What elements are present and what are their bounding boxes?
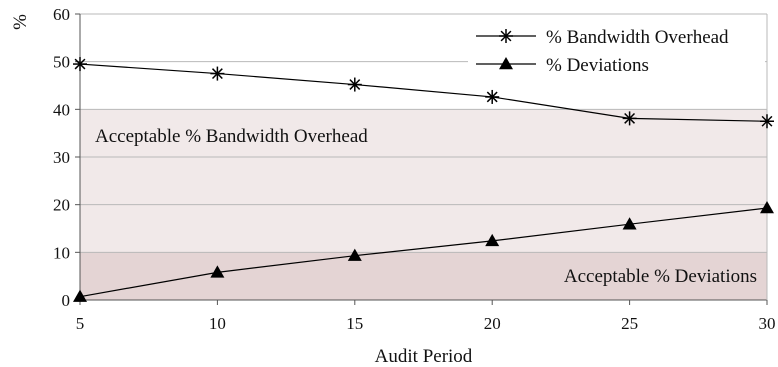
x-tick-label-10: 10: [209, 314, 226, 333]
x-tick-label-25: 25: [621, 314, 638, 333]
marker-stroke: [211, 68, 223, 80]
x-axis-label: Audit Period: [375, 346, 473, 367]
data-point-0-5: [760, 114, 774, 129]
gridlines: [80, 13, 767, 253]
legend-label-bandwidth: % Bandwidth Overhead: [546, 27, 729, 48]
band-label-bandwidth: Acceptable % Bandwidth Overhead: [95, 126, 368, 147]
marker-stroke: [761, 115, 773, 127]
data-point-1-4: [622, 217, 637, 230]
x-tick-label-30: 30: [759, 314, 776, 333]
series-line-1: [79, 207, 768, 298]
data-point-1-3: [485, 233, 500, 247]
band-labels: Acceptable % Bandwidth Overhead Acceptab…: [95, 126, 757, 287]
marker-stroke: [349, 79, 361, 90]
data-point-0-4: [622, 111, 637, 126]
acceptable-bands: [80, 109, 767, 300]
band-label-deviations: Acceptable % Deviations: [564, 266, 757, 287]
series-layer: [73, 57, 774, 302]
legend-marker-0: [499, 29, 513, 43]
marker-stroke: [486, 91, 498, 103]
y-axis-label: %: [10, 14, 31, 30]
legend-background: [468, 16, 765, 78]
data-point-0-1: [210, 66, 225, 81]
y-tick-label-30: 30: [53, 148, 70, 167]
y-tick-label-20: 20: [53, 196, 70, 215]
data-point-0-0: [73, 57, 87, 72]
x-tick-label-20: 20: [484, 314, 501, 333]
data-point-1-5: [760, 201, 774, 214]
legend: % Bandwidth Overhead % Deviations: [468, 16, 765, 78]
series-line-0: [79, 63, 768, 122]
data-point-1-0: [73, 289, 87, 302]
y-tick-label-10: 10: [53, 243, 70, 262]
data-point-0-2: [347, 77, 362, 92]
x-tick-label-15: 15: [346, 314, 363, 333]
data-point-0-3: [485, 89, 500, 104]
marker-stroke: [500, 30, 512, 42]
marker-stroke: [74, 58, 86, 70]
y-tick-label-40: 40: [53, 100, 70, 119]
tick-labels: 0 10 20 30 40 50 60 5 10 15 20 25 30: [53, 5, 776, 333]
marker-stroke: [624, 112, 636, 124]
y-tick-label-50: 50: [53, 53, 70, 72]
data-point-1-2: [347, 248, 362, 261]
legend-marker-1: [499, 57, 513, 70]
legend-label-deviations: % Deviations: [546, 55, 649, 76]
x-tick-label-5: 5: [76, 314, 85, 333]
data-point-1-1: [210, 265, 225, 278]
y-tick-label-0: 0: [62, 291, 71, 310]
y-tick-label-60: 60: [53, 5, 70, 24]
band-0: [80, 109, 767, 253]
